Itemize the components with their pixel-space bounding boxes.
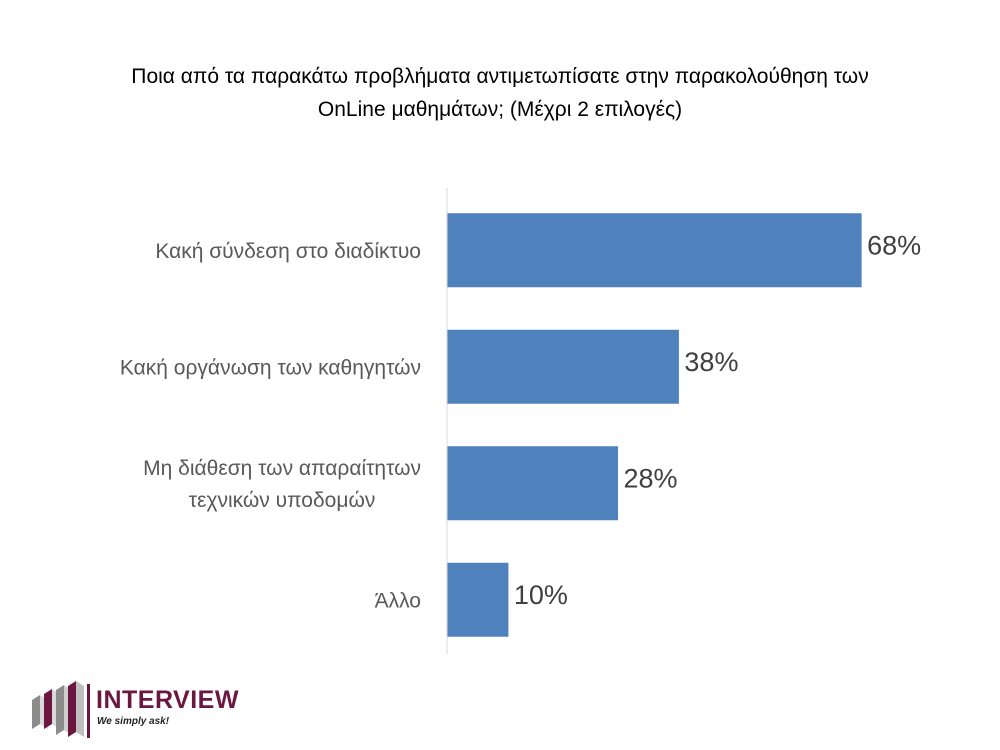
category-label: Άλλο: [375, 589, 421, 612]
labels-group: 68% Κακή σύνδεση στο διαδίκτυο 38% Κακή οργ…: [120, 230, 921, 612]
bar: [447, 213, 862, 288]
category-label-line: Κακή σύνδεση στο διαδίκτυο: [155, 240, 421, 263]
data-label: 68%: [867, 230, 921, 260]
chart-title-line-1: Ποια από τα παρακάτω προβλήματα αντιμετω…: [131, 65, 869, 88]
category-label: Μη διάθεση των απαραίτητων τεχνικών υποδο…: [143, 457, 421, 512]
data-label: 38%: [684, 347, 738, 377]
bar: [447, 562, 509, 637]
bars-group: [447, 213, 862, 637]
chart-title-line-2: OnLine μαθημάτων; (Μέχρι 2 επιλογές): [317, 98, 683, 121]
logo-name: INTERVIEW: [96, 686, 239, 714]
category-label-line: Άλλο: [375, 589, 421, 612]
data-label: 28%: [624, 463, 678, 493]
category-label-line: Κακή οργάνωση των καθηγητών: [120, 356, 421, 379]
chart-title: Ποια από τα παρακάτω προβλήματα αντιμετω…: [0, 60, 1000, 126]
logo-tagline: We simply ask!: [97, 716, 170, 727]
logo-mark-icon: [32, 681, 90, 738]
category-label: Κακή οργάνωση των καθηγητών: [120, 356, 421, 379]
bar: [447, 446, 619, 521]
category-label-line: τεχνικών υποδομών: [189, 489, 376, 512]
category-label-line: Μη διάθεση των απαραίτητων: [143, 457, 421, 480]
data-label: 10%: [514, 580, 568, 610]
category-label: Κακή σύνδεση στο διαδίκτυο: [155, 240, 421, 263]
interview-logo: INTERVIEW We simply ask!: [30, 680, 260, 740]
bar: [447, 329, 679, 404]
